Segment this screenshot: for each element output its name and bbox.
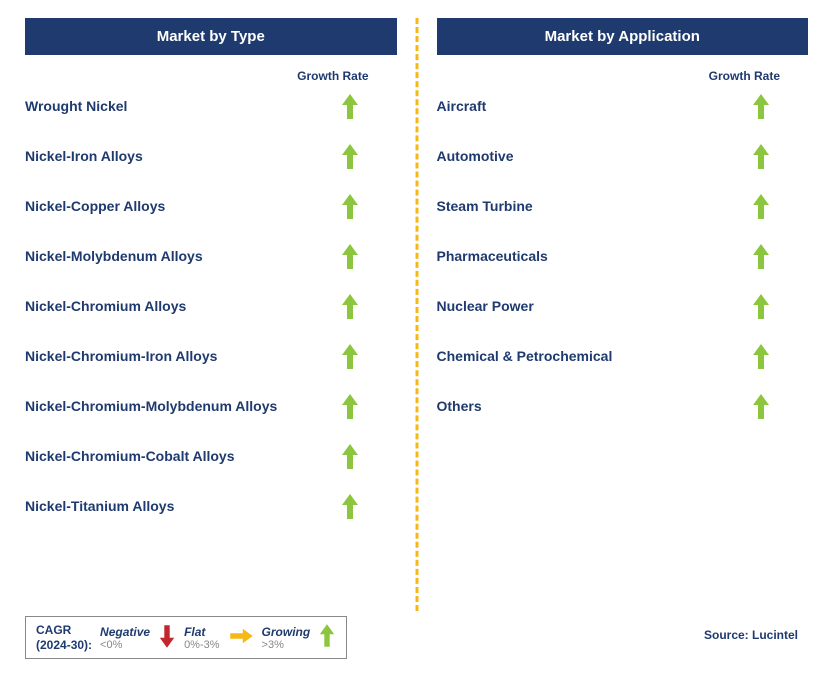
legend-flat: Flat 0%-3% xyxy=(184,625,219,651)
left-growth-label: Growth Rate xyxy=(25,69,397,83)
left-panel: Market by Type Growth Rate Wrought Nicke… xyxy=(25,18,417,676)
arrow-up-icon xyxy=(749,243,773,271)
item-label: Nickel-Chromium Alloys xyxy=(25,298,186,316)
list-item: Pharmaceuticals xyxy=(437,243,809,271)
list-item: Chemical & Petrochemical xyxy=(437,343,809,371)
legend-growing: Growing >3% xyxy=(262,625,311,651)
infographic-container: Market by Type Growth Rate Wrought Nicke… xyxy=(25,18,808,676)
legend-flat-word: Flat xyxy=(184,625,205,639)
list-item: Others xyxy=(437,393,809,421)
arrow-up-icon xyxy=(749,93,773,121)
legend-growing-word: Growing xyxy=(262,625,311,639)
left-header: Market by Type xyxy=(25,18,397,55)
list-item: Nuclear Power xyxy=(437,293,809,321)
arrow-up-icon xyxy=(338,93,362,121)
item-label: Steam Turbine xyxy=(437,198,533,216)
item-label: Nickel-Iron Alloys xyxy=(25,148,143,166)
list-item: Nickel-Iron Alloys xyxy=(25,143,397,171)
arrow-up-icon xyxy=(749,343,773,371)
list-item: Wrought Nickel xyxy=(25,93,397,121)
list-item: Steam Turbine xyxy=(437,193,809,221)
right-growth-label: Growth Rate xyxy=(437,69,809,83)
list-item: Nickel-Chromium-Cobalt Alloys xyxy=(25,443,397,471)
list-item: Automotive xyxy=(437,143,809,171)
item-label: Nuclear Power xyxy=(437,298,534,316)
arrow-up-icon xyxy=(338,243,362,271)
list-item: Nickel-Molybdenum Alloys xyxy=(25,243,397,271)
item-label: Automotive xyxy=(437,148,514,166)
right-header: Market by Application xyxy=(437,18,809,55)
arrow-up-icon xyxy=(338,493,362,521)
arrow-up-icon xyxy=(338,443,362,471)
list-item: Aircraft xyxy=(437,93,809,121)
legend-negative: Negative <0% xyxy=(100,625,150,651)
item-label: Nickel-Chromium-Cobalt Alloys xyxy=(25,448,235,466)
legend-flat-val: 0%-3% xyxy=(184,639,219,651)
list-item: Nickel-Chromium Alloys xyxy=(25,293,397,321)
arrow-up-icon xyxy=(749,193,773,221)
arrow-up-icon xyxy=(338,143,362,171)
item-label: Nickel-Chromium-Iron Alloys xyxy=(25,348,217,366)
legend-growing-val: >3% xyxy=(262,639,284,651)
item-label: Chemical & Petrochemical xyxy=(437,348,613,366)
item-label: Nickel-Copper Alloys xyxy=(25,198,165,216)
arrow-up-icon xyxy=(318,623,336,652)
arrow-up-icon xyxy=(338,343,362,371)
item-label: Aircraft xyxy=(437,98,487,116)
arrow-up-icon xyxy=(749,393,773,421)
legend-negative-val: <0% xyxy=(100,639,122,651)
arrow-right-icon xyxy=(228,627,254,648)
list-item: Nickel-Copper Alloys xyxy=(25,193,397,221)
legend-box: CAGR(2024-30): Negative <0% Flat 0%-3% G… xyxy=(25,616,347,659)
arrow-up-icon xyxy=(338,193,362,221)
left-items: Wrought Nickel Nickel-Iron Alloys Nickel-C… xyxy=(25,93,397,521)
item-label: Nickel-Chromium-Molybdenum Alloys xyxy=(25,398,277,416)
list-item: Nickel-Titanium Alloys xyxy=(25,493,397,521)
list-item: Nickel-Chromium-Molybdenum Alloys xyxy=(25,393,397,421)
right-items: Aircraft Automotive Steam Turbine Pharmaceu… xyxy=(437,93,809,421)
arrow-up-icon xyxy=(338,293,362,321)
item-label: Nickel-Titanium Alloys xyxy=(25,498,174,516)
arrow-up-icon xyxy=(338,393,362,421)
item-label: Others xyxy=(437,398,482,416)
legend-negative-word: Negative xyxy=(100,625,150,639)
item-label: Nickel-Molybdenum Alloys xyxy=(25,248,203,266)
arrow-up-icon xyxy=(749,293,773,321)
arrow-up-icon xyxy=(749,143,773,171)
item-label: Pharmaceuticals xyxy=(437,248,548,266)
arrow-down-icon xyxy=(158,623,176,652)
legend-title: CAGR(2024-30): xyxy=(36,623,92,652)
source-label: Source: Lucintel xyxy=(704,628,798,642)
item-label: Wrought Nickel xyxy=(25,98,127,116)
list-item: Nickel-Chromium-Iron Alloys xyxy=(25,343,397,371)
right-panel: Market by Application Growth Rate Aircra… xyxy=(417,18,809,676)
